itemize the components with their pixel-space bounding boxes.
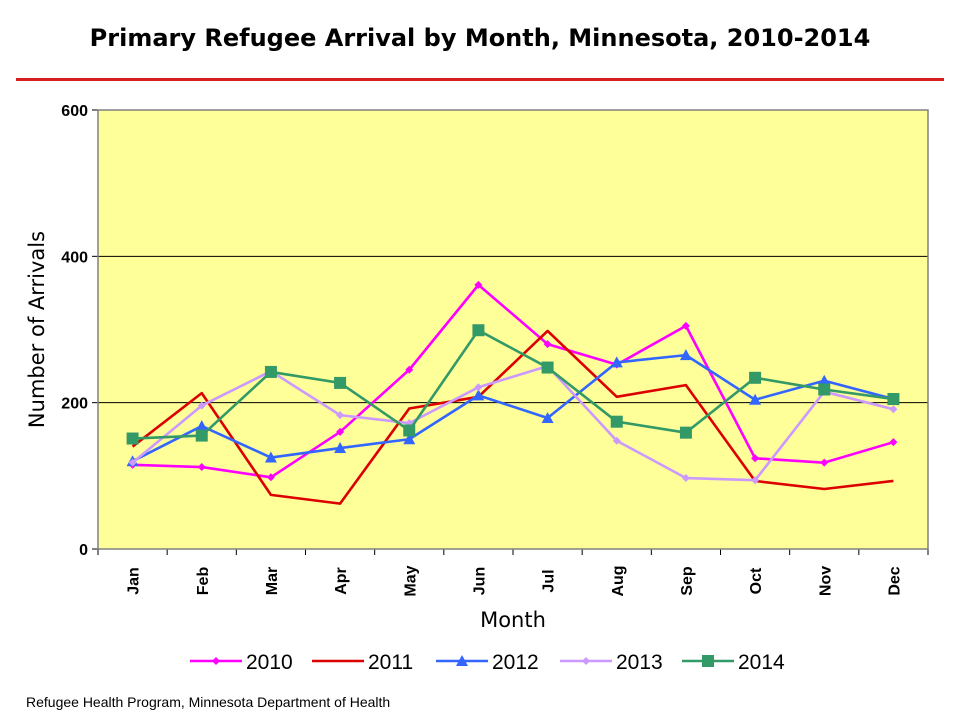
data-point-2014 bbox=[334, 376, 347, 389]
x-tick-label: Jul bbox=[541, 569, 558, 592]
data-point-2012 bbox=[541, 412, 554, 424]
y-axis-tick-labels: 0 200 400 600 bbox=[61, 103, 88, 559]
x-tick-label: Nov bbox=[817, 566, 834, 596]
legend-marker-2013 bbox=[582, 657, 590, 665]
data-point-2010 bbox=[543, 340, 552, 349]
x-tick-label: Jan bbox=[126, 567, 143, 595]
data-point-2014 bbox=[818, 383, 831, 396]
legend: 2010 2011 2012 2013 2014 bbox=[190, 651, 785, 674]
legend-item-2010: 2010 bbox=[190, 651, 293, 674]
x-tick-label: Mar bbox=[264, 567, 281, 595]
x-axis-ticks bbox=[97, 549, 929, 555]
data-point-2014 bbox=[679, 426, 692, 439]
y-axis-title: Number of Arrivals bbox=[25, 231, 49, 428]
x-tick-label: May bbox=[402, 565, 419, 596]
data-point-2014 bbox=[195, 429, 208, 442]
plot-area bbox=[98, 110, 928, 549]
legend-marker-2010 bbox=[212, 657, 220, 665]
data-point-2012 bbox=[610, 356, 623, 368]
legend-item-2012: 2012 bbox=[436, 651, 539, 674]
data-point-2012 bbox=[818, 374, 831, 386]
legend-item-2013: 2013 bbox=[560, 651, 663, 674]
data-point-2010 bbox=[474, 280, 483, 289]
data-point-2010 bbox=[266, 473, 275, 482]
data-point-2014 bbox=[749, 371, 762, 384]
y-tick-label: 200 bbox=[61, 396, 88, 413]
legend-label: 2011 bbox=[368, 651, 413, 674]
data-point-2010 bbox=[751, 454, 760, 463]
series-2011 bbox=[131, 329, 894, 505]
data-point-2010 bbox=[197, 463, 206, 472]
data-point-2012 bbox=[195, 420, 208, 432]
y-tick-label: 400 bbox=[61, 249, 88, 266]
data-point-2012 bbox=[264, 451, 277, 463]
data-point-2013 bbox=[751, 476, 760, 485]
legend-label: 2014 bbox=[738, 651, 785, 674]
data-point-2013 bbox=[612, 436, 621, 445]
series-line-2010 bbox=[132, 283, 894, 479]
series-2013 bbox=[128, 362, 898, 485]
data-point-2013 bbox=[474, 383, 483, 392]
data-point-2012 bbox=[334, 442, 347, 454]
data-point-2012 bbox=[403, 433, 416, 445]
x-tick-label: Aug bbox=[610, 565, 627, 596]
series-line-2014 bbox=[132, 328, 894, 440]
page-title: Primary Refugee Arrival by Month, Minnes… bbox=[89, 24, 871, 52]
data-point-2012 bbox=[749, 393, 762, 405]
data-point-2013 bbox=[197, 401, 206, 410]
series-2010 bbox=[128, 280, 898, 482]
line-chart: 0 200 400 600 Jan Feb Mar Apr May Jun Jul Aug Sep Oc… bbox=[25, 103, 929, 674]
data-point-2013 bbox=[889, 405, 898, 414]
x-tick-label: Jun bbox=[471, 567, 488, 595]
legend-marker-2014 bbox=[702, 655, 714, 667]
data-point-2013 bbox=[336, 411, 345, 420]
legend-label: 2010 bbox=[246, 651, 293, 674]
data-point-2010 bbox=[405, 365, 414, 374]
data-point-2010 bbox=[681, 321, 690, 330]
data-point-2012 bbox=[679, 349, 692, 361]
series-2014 bbox=[126, 324, 900, 445]
data-point-2014 bbox=[887, 393, 900, 406]
legend-label: 2012 bbox=[492, 651, 539, 674]
series-line-2012 bbox=[131, 353, 894, 463]
plot-frame bbox=[97, 109, 929, 550]
data-point-2014 bbox=[264, 365, 277, 378]
legend-label: 2013 bbox=[616, 651, 663, 674]
x-tick-label: Dec bbox=[886, 566, 903, 595]
data-point-2012 bbox=[472, 389, 485, 401]
series-layer bbox=[126, 280, 900, 505]
series-line-2013 bbox=[131, 364, 894, 482]
x-tick-label: Oct bbox=[748, 567, 765, 594]
legend-item-2014: 2014 bbox=[682, 651, 785, 674]
legend-marker-2012 bbox=[456, 655, 468, 666]
y-tick-label: 0 bbox=[79, 542, 88, 559]
x-tick-label: Feb bbox=[195, 567, 212, 596]
data-point-2014 bbox=[403, 424, 416, 437]
data-point-2013 bbox=[128, 458, 137, 467]
data-point-2014 bbox=[472, 324, 485, 337]
x-tick-label: Sep bbox=[679, 566, 696, 596]
title-divider bbox=[16, 78, 944, 81]
data-point-2014 bbox=[541, 361, 554, 374]
footer-source: Refugee Health Program, Minnesota Depart… bbox=[26, 694, 391, 710]
data-point-2013 bbox=[681, 474, 690, 483]
series-line-2011 bbox=[131, 329, 894, 505]
y-tick-label: 600 bbox=[61, 103, 88, 120]
data-point-2010 bbox=[820, 458, 829, 467]
data-point-2014 bbox=[610, 415, 623, 428]
legend-item-2011: 2011 bbox=[312, 651, 413, 674]
x-axis-title: Month bbox=[480, 608, 546, 632]
data-point-2014 bbox=[126, 432, 139, 445]
x-tick-label: Apr bbox=[333, 567, 350, 595]
data-point-2010 bbox=[336, 427, 345, 436]
x-axis-tick-labels: Jan Feb Mar Apr May Jun Jul Aug Sep Oct Nov Dec bbox=[126, 565, 904, 596]
data-point-2010 bbox=[889, 438, 898, 447]
